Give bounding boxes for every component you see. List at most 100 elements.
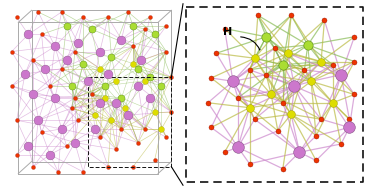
Point bbox=[318, 118, 324, 121]
Point bbox=[263, 35, 269, 38]
Point bbox=[105, 16, 111, 19]
Point bbox=[59, 11, 64, 14]
Point bbox=[213, 52, 219, 55]
Point bbox=[338, 143, 344, 146]
Point bbox=[72, 50, 78, 53]
Point bbox=[222, 27, 228, 30]
Point bbox=[64, 24, 70, 27]
Point bbox=[152, 110, 158, 113]
Point bbox=[75, 41, 81, 44]
Point bbox=[288, 14, 294, 17]
Point bbox=[36, 119, 41, 122]
Point bbox=[97, 101, 103, 105]
Point bbox=[68, 84, 74, 88]
Point bbox=[59, 127, 64, 130]
Point bbox=[14, 119, 19, 122]
Point bbox=[102, 96, 108, 99]
Point bbox=[130, 165, 136, 168]
Point bbox=[25, 33, 31, 36]
Point bbox=[89, 93, 94, 96]
Text: H: H bbox=[223, 27, 232, 37]
Point bbox=[130, 24, 136, 27]
Point bbox=[168, 110, 174, 113]
Point bbox=[347, 126, 352, 129]
Point bbox=[135, 141, 141, 144]
Point bbox=[330, 101, 336, 104]
Point bbox=[147, 96, 153, 99]
Point bbox=[97, 136, 103, 139]
Point bbox=[268, 93, 274, 96]
Point bbox=[142, 127, 147, 130]
Point bbox=[47, 84, 53, 88]
Point bbox=[125, 114, 131, 117]
Point bbox=[14, 153, 19, 156]
Point bbox=[251, 57, 257, 60]
Point bbox=[135, 84, 141, 88]
Point bbox=[205, 101, 211, 104]
Point bbox=[247, 68, 253, 71]
Point bbox=[164, 50, 169, 53]
Point bbox=[142, 79, 147, 82]
Point bbox=[9, 50, 15, 53]
Point bbox=[64, 59, 70, 62]
Point bbox=[208, 126, 214, 129]
Point bbox=[313, 159, 319, 162]
Point bbox=[152, 33, 158, 36]
Point bbox=[255, 14, 261, 17]
Point bbox=[80, 170, 86, 173]
Point bbox=[75, 119, 81, 122]
Point bbox=[9, 84, 15, 88]
Point bbox=[168, 76, 174, 79]
Point bbox=[36, 11, 41, 14]
Point bbox=[308, 80, 314, 83]
Point bbox=[158, 127, 164, 130]
FancyArrowPatch shape bbox=[241, 37, 260, 50]
Point bbox=[30, 165, 36, 168]
Point bbox=[275, 129, 281, 132]
Point bbox=[351, 60, 357, 63]
Point bbox=[164, 24, 169, 27]
Point bbox=[80, 62, 86, 65]
Point bbox=[119, 38, 124, 41]
Point bbox=[30, 93, 36, 96]
Point bbox=[292, 85, 298, 88]
Point bbox=[247, 106, 253, 109]
Point bbox=[247, 162, 253, 165]
Point bbox=[152, 158, 158, 161]
Point bbox=[30, 59, 36, 62]
Point bbox=[92, 127, 98, 130]
Point bbox=[59, 67, 64, 70]
Point bbox=[235, 146, 241, 149]
Point bbox=[318, 60, 324, 63]
Point bbox=[251, 118, 257, 121]
Point bbox=[119, 127, 124, 130]
Point bbox=[285, 52, 291, 55]
Point bbox=[39, 131, 45, 134]
Point bbox=[351, 35, 357, 38]
Point bbox=[125, 11, 131, 14]
Point bbox=[280, 101, 286, 104]
Point bbox=[351, 93, 357, 96]
Point bbox=[47, 153, 53, 156]
Point bbox=[119, 96, 124, 99]
Point bbox=[280, 63, 286, 66]
Point bbox=[80, 16, 86, 19]
Point bbox=[64, 145, 70, 148]
Point bbox=[102, 84, 108, 88]
Point bbox=[113, 101, 119, 105]
Point bbox=[280, 167, 286, 170]
Point bbox=[105, 165, 111, 168]
Point bbox=[158, 84, 164, 88]
Point bbox=[109, 119, 115, 122]
Point bbox=[296, 151, 302, 154]
Point bbox=[113, 79, 119, 82]
Point bbox=[164, 136, 169, 139]
Point bbox=[130, 62, 136, 65]
Point bbox=[235, 96, 241, 99]
Point bbox=[14, 16, 19, 19]
Point bbox=[42, 67, 48, 70]
Point bbox=[72, 141, 78, 144]
Point bbox=[130, 45, 136, 48]
Point bbox=[208, 77, 214, 80]
Point bbox=[109, 55, 115, 58]
